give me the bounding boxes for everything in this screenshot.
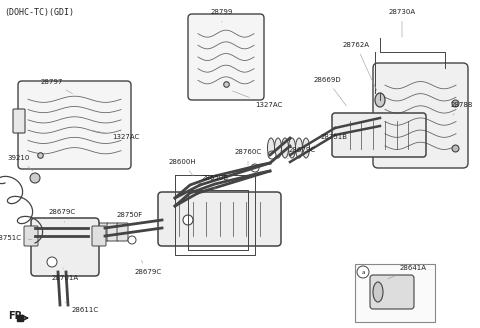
- Circle shape: [183, 215, 193, 225]
- FancyBboxPatch shape: [13, 109, 25, 133]
- FancyBboxPatch shape: [31, 218, 99, 276]
- Text: 28611C: 28611C: [65, 302, 98, 313]
- Ellipse shape: [275, 138, 281, 158]
- Ellipse shape: [302, 138, 310, 158]
- Text: 28751B: 28751B: [312, 134, 348, 147]
- Text: FR: FR: [8, 311, 22, 321]
- Circle shape: [128, 236, 136, 244]
- Text: 28650B: 28650B: [202, 175, 228, 189]
- Circle shape: [47, 257, 57, 267]
- Circle shape: [268, 151, 276, 159]
- Text: 28730A: 28730A: [388, 9, 416, 37]
- FancyBboxPatch shape: [370, 275, 414, 309]
- Ellipse shape: [373, 282, 383, 302]
- FancyBboxPatch shape: [107, 223, 118, 241]
- Text: a: a: [361, 270, 365, 275]
- FancyBboxPatch shape: [188, 14, 264, 100]
- Text: 28679C: 28679C: [48, 209, 75, 222]
- Text: 28679C: 28679C: [288, 147, 315, 159]
- FancyBboxPatch shape: [117, 223, 128, 241]
- Circle shape: [251, 164, 259, 172]
- Text: 1327AC: 1327AC: [93, 131, 139, 140]
- FancyBboxPatch shape: [97, 223, 108, 241]
- Text: 39210: 39210: [8, 155, 33, 171]
- Text: 28760C: 28760C: [234, 149, 262, 165]
- Ellipse shape: [267, 138, 275, 158]
- Text: 28701A: 28701A: [51, 268, 79, 281]
- Ellipse shape: [288, 138, 296, 158]
- Text: 28750F: 28750F: [117, 212, 143, 225]
- FancyBboxPatch shape: [18, 81, 131, 169]
- Text: 28679C: 28679C: [134, 260, 162, 275]
- FancyBboxPatch shape: [373, 63, 468, 168]
- Text: 28762A: 28762A: [343, 42, 377, 91]
- Ellipse shape: [281, 138, 288, 158]
- Text: 28600H: 28600H: [168, 159, 196, 176]
- FancyBboxPatch shape: [92, 226, 106, 246]
- Text: (DOHC-TC)(GDI): (DOHC-TC)(GDI): [4, 8, 74, 17]
- Circle shape: [30, 173, 40, 183]
- Text: 28788: 28788: [451, 102, 473, 115]
- FancyBboxPatch shape: [332, 113, 426, 157]
- FancyBboxPatch shape: [24, 226, 38, 246]
- Circle shape: [357, 266, 369, 278]
- Text: 28641A: 28641A: [387, 265, 427, 279]
- Text: 28669D: 28669D: [313, 77, 347, 106]
- Text: 28751C: 28751C: [0, 235, 32, 241]
- Text: 28799: 28799: [211, 9, 233, 22]
- FancyBboxPatch shape: [158, 192, 281, 246]
- Text: 1327AC: 1327AC: [233, 91, 282, 108]
- Ellipse shape: [296, 138, 302, 158]
- FancyBboxPatch shape: [87, 223, 98, 241]
- FancyBboxPatch shape: [355, 264, 435, 322]
- Ellipse shape: [375, 93, 385, 107]
- Text: 28797: 28797: [41, 79, 72, 93]
